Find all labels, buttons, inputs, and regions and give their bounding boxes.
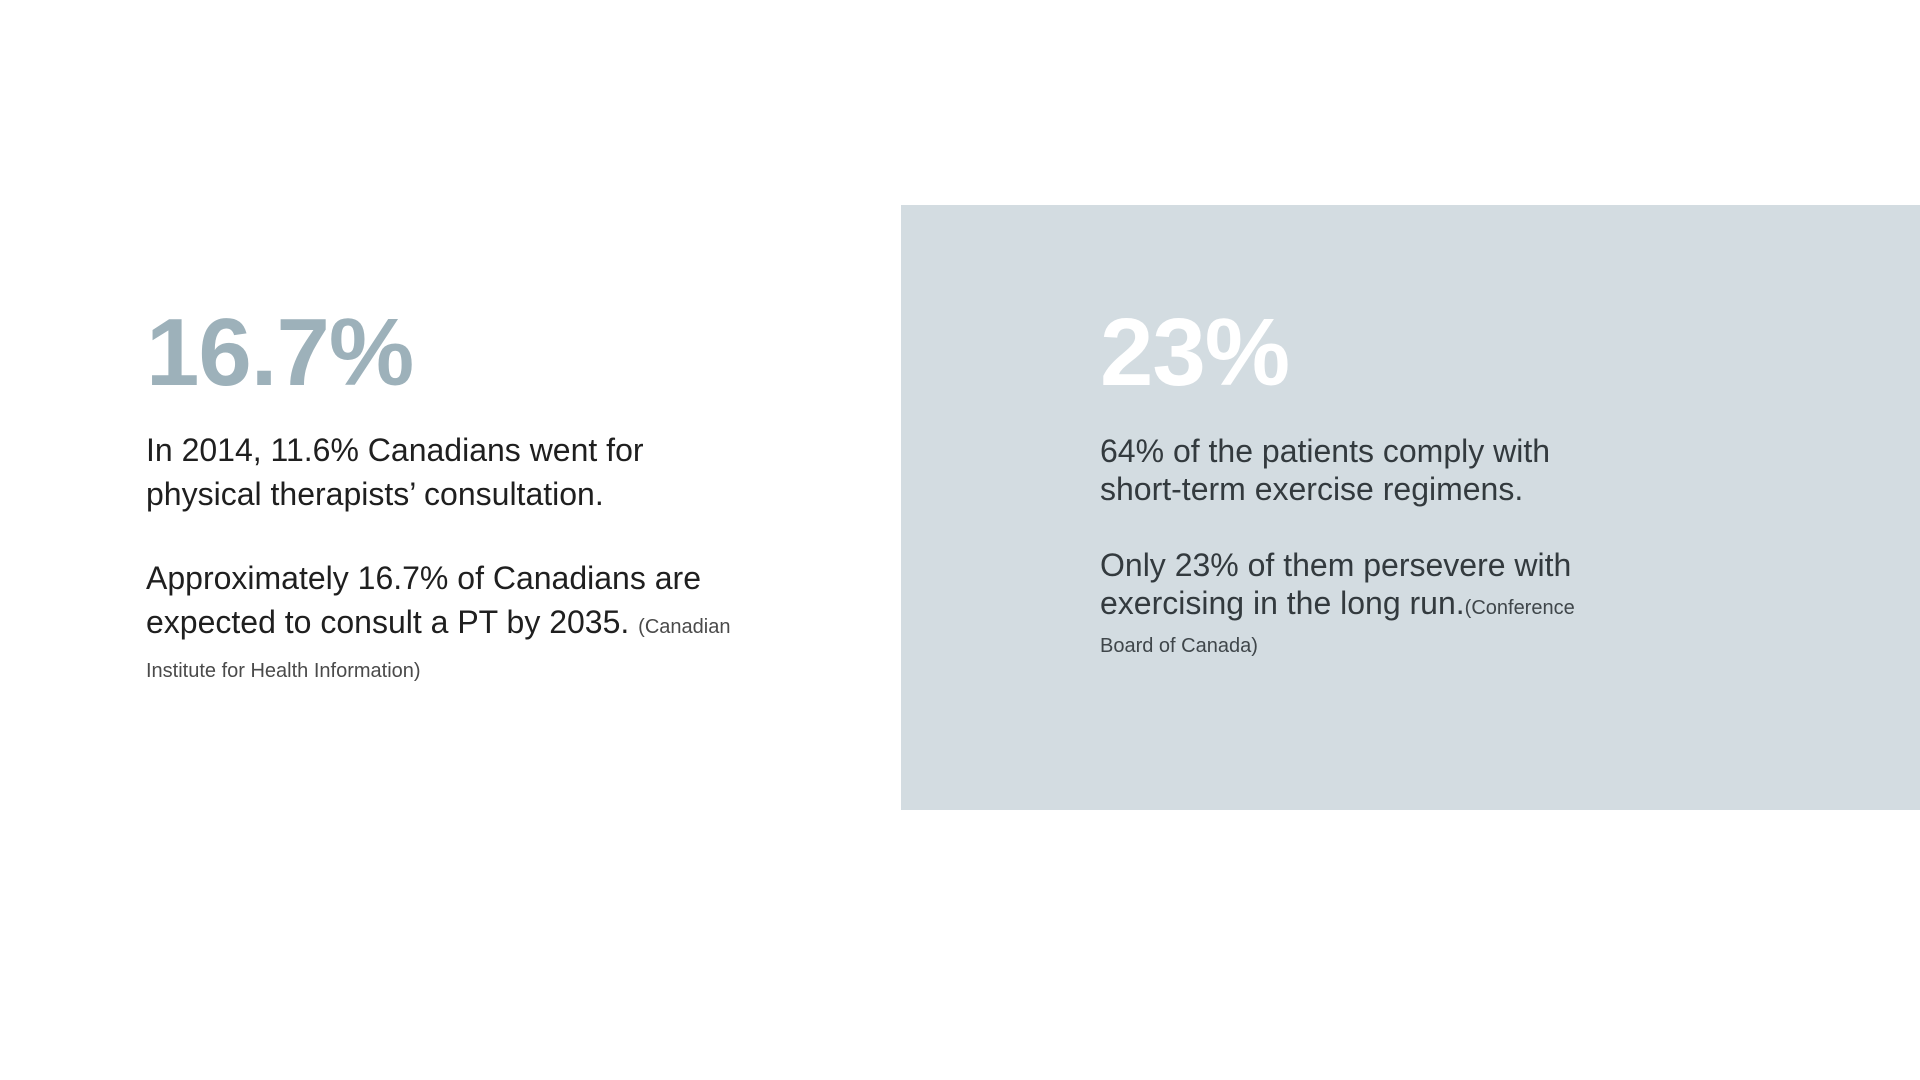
left-stat-number: 16.7% <box>146 299 414 406</box>
right-paragraph-2: Only 23% of them persevere with exercisi… <box>1100 546 1620 660</box>
left-citation: (Canadian Institute for Health Informati… <box>146 616 731 682</box>
right-paragraph-1-text: 64% of the patients comply with short-te… <box>1100 433 1551 507</box>
right-paragraph-2-text: Only 23% of them persevere with exercisi… <box>1100 547 1572 621</box>
left-paragraph-2-text: Approximately 16.7% of Canadians are exp… <box>146 560 701 640</box>
right-citation: (Conference Board of Canada) <box>1100 597 1575 657</box>
left-paragraph-1-text: In 2014, 11.6% Canadians went for physic… <box>146 432 644 512</box>
right-panel-background <box>901 205 1920 810</box>
right-paragraph-1: 64% of the patients comply with short-te… <box>1100 432 1620 508</box>
left-paragraph-2: Approximately 16.7% of Canadians are exp… <box>146 556 766 688</box>
right-stat-number: 23% <box>1100 299 1290 406</box>
left-paragraph-1: In 2014, 11.6% Canadians went for physic… <box>146 428 766 516</box>
